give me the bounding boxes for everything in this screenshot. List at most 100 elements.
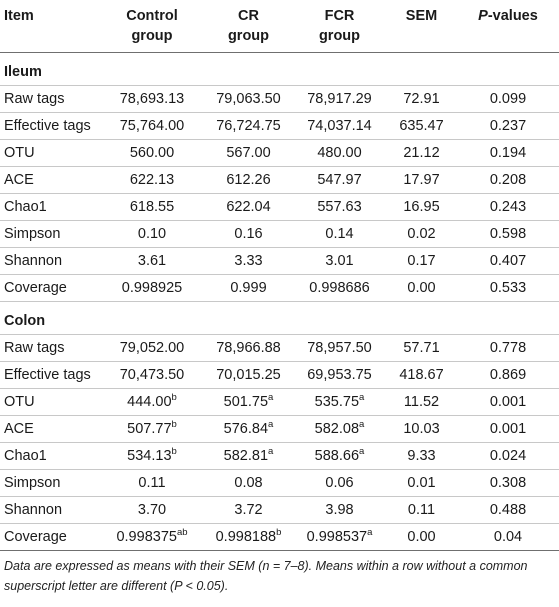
cell-value: 0.001 [489,421,527,437]
header-p-italic: P [478,8,488,24]
cell-value: 0.407 [489,253,527,269]
table-row: Shannon 3.61 3.33 3.01 0.17 0.407 [0,247,559,275]
cell-fcr: 0.06 [293,469,386,497]
cell-value: 0.998537 [306,529,368,545]
cell-value: 0.00 [407,529,436,545]
cell-control: 534.13b [100,442,204,470]
cell-value: 0.11 [407,502,436,518]
cell-value: 0.998188 [215,529,277,545]
cell-cr: 0.998188b [204,523,293,551]
cell-sem: 17.97 [386,166,457,194]
table-row: Effective tags 70,473.50 70,015.25 69,953.7… [0,361,559,389]
cell-value: 418.67 [399,367,444,383]
cell-value: 75,764.00 [119,118,185,134]
superscript-letter: a [268,446,274,457]
cell-p-value: 0.778 [457,334,559,362]
cell-value: 576.84 [223,421,269,437]
cell-fcr: 78,957.50 [293,334,386,362]
table-row: Coverage 0.998375ab 0.998188b 0.998537a 0.00… [0,523,559,551]
table-row: Raw tags 79,052.00 78,966.88 78,957.50 57.71… [0,334,559,362]
row-label: Shannon [0,496,100,524]
cell-control: 444.00b [100,388,204,416]
cell-p-value: 0.407 [457,247,559,275]
section-row: Colon [0,301,559,335]
cell-cr: 79,063.50 [204,85,293,113]
cell-cr: 622.04 [204,193,293,221]
section-title: Ileum [0,52,559,86]
cell-cr: 567.00 [204,139,293,167]
cell-fcr: 480.00 [293,139,386,167]
cell-value: 21.12 [403,145,440,161]
cell-value: 74,037.14 [307,118,372,134]
cell-cr: 0.16 [204,220,293,248]
table-footnote: Data are expressed as means with their S… [4,559,528,593]
cell-p-value: 0.243 [457,193,559,221]
cell-p-value: 0.024 [457,442,559,470]
superscript-letter: a [268,392,274,403]
cell-value: 9.33 [407,448,436,464]
header-control-line1: Control [126,8,178,24]
cell-value: 0.14 [325,226,354,242]
cell-value: 0.16 [234,226,263,242]
cell-value: 622.04 [226,199,271,215]
cell-value: 0.778 [489,340,527,356]
table-row: Simpson 0.11 0.08 0.06 0.01 0.308 [0,469,559,497]
cell-value: 612.26 [226,172,271,188]
cell-value: 0.04 [493,529,523,545]
cell-value: 16.95 [403,199,440,215]
cell-control: 75,764.00 [100,112,204,140]
cell-sem: 0.02 [386,220,457,248]
header-p-values: P-values [457,0,559,53]
cell-value: 507.77 [127,421,172,437]
header-item: Item [4,8,34,24]
cell-value: 3.01 [325,253,354,269]
cell-value: 3.72 [234,502,263,518]
section-row: Ileum [0,52,559,86]
superscript-letter: ab [176,527,188,538]
cell-value: 0.488 [489,502,527,518]
cell-value: 480.00 [317,145,362,161]
cell-value: 0.237 [489,118,527,134]
cell-fcr: 582.08a [293,415,386,443]
cell-sem: 0.01 [386,469,457,497]
cell-value: 0.869 [489,367,527,383]
cell-fcr: 69,953.75 [293,361,386,389]
cell-value: 3.61 [137,253,167,269]
cell-p-value: 0.533 [457,274,559,302]
superscript-letter: a [359,419,365,430]
cell-value: 0.998686 [309,280,370,296]
cell-value: 534.13 [127,448,172,464]
cell-control: 560.00 [100,139,204,167]
cell-sem: 0.11 [386,496,457,524]
cell-cr: 76,724.75 [204,112,293,140]
cell-value: 444.00 [127,394,172,410]
superscript-letter: a [359,446,365,457]
cell-p-value: 0.001 [457,415,559,443]
cell-p-value: 0.308 [457,469,559,497]
cell-control: 0.11 [100,469,204,497]
cell-value: 0.998925 [121,280,183,296]
cell-value: 0.999 [230,280,267,296]
cell-value: 618.55 [129,199,175,215]
row-label: Simpson [0,469,100,497]
cell-value: 78,693.13 [119,91,185,107]
row-label: ACE [0,415,100,443]
cell-value: 547.97 [317,172,362,188]
cell-fcr: 3.98 [293,496,386,524]
cell-sem: 9.33 [386,442,457,470]
cell-value: 0.17 [407,253,436,269]
cell-sem: 10.03 [386,415,457,443]
cell-control: 70,473.50 [100,361,204,389]
cell-value: 0.533 [489,280,527,296]
cell-sem: 72.91 [386,85,457,113]
row-label: Raw tags [0,85,100,113]
cell-value: 0.308 [489,475,527,491]
table-body: Ileum Raw tags 78,693.13 79,063.50 78,917.29… [0,52,559,551]
superscript-letter: a [268,419,274,430]
row-label: OTU [0,139,100,167]
cell-value: 622.13 [129,172,175,188]
cell-value: 560.00 [129,145,175,161]
cell-value: 0.024 [489,448,527,464]
cell-fcr: 78,917.29 [293,85,386,113]
cell-control: 0.998925 [100,274,204,302]
